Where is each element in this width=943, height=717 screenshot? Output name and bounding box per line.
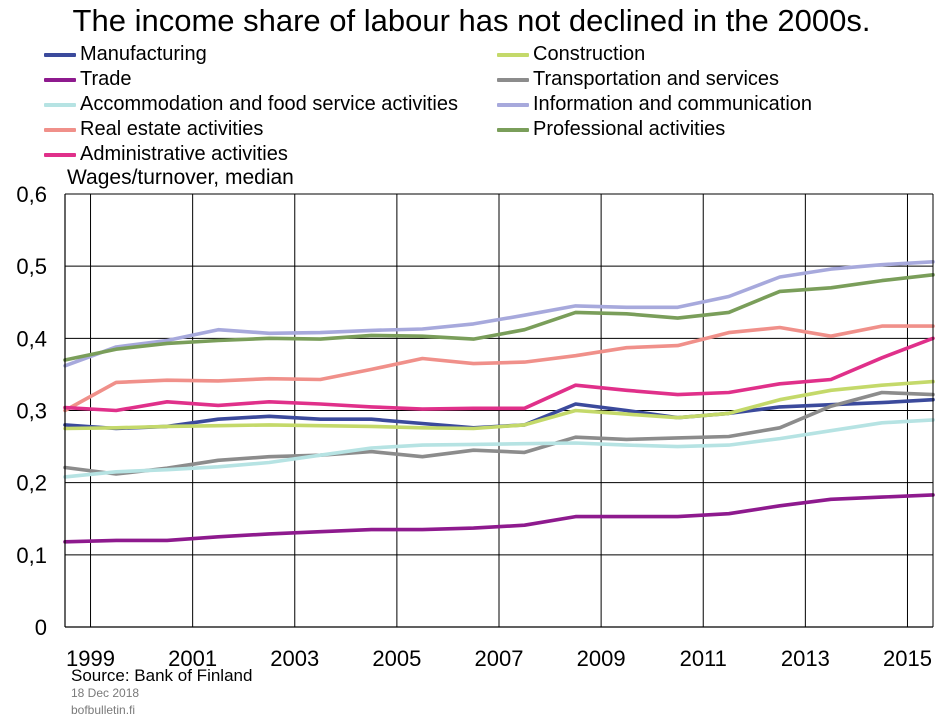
x-tick-label: 2001	[168, 646, 217, 671]
legend-item-accommodation-and-food-service-activities: Accommodation and food service activitie…	[44, 92, 458, 117]
legend-swatch	[497, 52, 529, 57]
legend-swatch	[497, 127, 529, 132]
legend: Manufacturing Construction Trade Transporta…	[0, 42, 943, 170]
series-line-professional-activities	[63, 272, 935, 362]
legend-label: Administrative activities	[80, 143, 288, 165]
y-tick-label: 0,5	[16, 254, 47, 279]
legend-label: Transportation and services	[533, 68, 780, 90]
legend-item-transportation-and-services: Transportation and services	[497, 67, 779, 92]
x-tick-label: 2007	[475, 646, 524, 671]
series-line-real-estate-activities	[63, 324, 935, 413]
legend-item-administrative-activities: Administrative activities	[44, 142, 288, 167]
y-axis-label: Wages/turnover, median	[67, 166, 294, 189]
legend-label: Accommodation and food service activitie…	[80, 93, 458, 115]
x-tick-label: 2003	[270, 646, 319, 671]
legend-label: Information and communication	[533, 93, 813, 115]
series-line-administrative-activities	[63, 336, 935, 413]
legend-swatch	[497, 102, 529, 107]
legend-swatch	[44, 102, 76, 107]
y-tick-label: 0,4	[16, 326, 47, 351]
legend-swatch	[44, 127, 76, 132]
series-line-information-and-communication	[63, 259, 935, 368]
y-tick-label: 0,3	[16, 399, 47, 424]
legend-label: Manufacturing	[80, 43, 207, 65]
x-tick-label: 2013	[781, 646, 830, 671]
chart-title: The income share of labour has not decli…	[72, 3, 871, 38]
x-tick-label: 1999	[66, 646, 115, 671]
legend-item-construction: Construction	[497, 42, 645, 67]
grid	[65, 193, 933, 628]
legend-item-professional-activities: Professional activities	[497, 117, 725, 142]
legend-label: Trade	[80, 68, 132, 90]
series-line-transportation-and-services	[63, 390, 935, 476]
x-tick-label: 2009	[577, 646, 626, 671]
y-tick-labels: 0 0,1 0,2 0,3 0,4 0,5 0,6	[16, 182, 47, 640]
source-note: Source: Bank of Finland	[71, 666, 253, 685]
legend-label: Construction	[533, 43, 646, 65]
legend-item-real-estate-activities: Real estate activities	[44, 117, 263, 142]
legend-item-trade: Trade	[44, 67, 132, 92]
y-tick-label: 0,1	[16, 543, 47, 568]
legend-item-information-and-communication: Information and communication	[497, 92, 812, 117]
x-tick-label: 2015	[883, 646, 932, 671]
site-name: bofbulletin.fi	[71, 703, 136, 717]
x-tick-labels: 1999 2001 2003 2005 2007 2009 2011 2013 2015	[66, 646, 932, 671]
publication-date: 18 Dec 2018	[71, 686, 140, 700]
y-tick-label: 0,6	[16, 182, 47, 207]
series-line-construction	[63, 379, 935, 431]
x-tick-label: 2005	[372, 646, 421, 671]
legend-item-manufacturing: Manufacturing	[44, 42, 207, 67]
series-line-accommodation-and-food-service-activities	[63, 418, 935, 479]
series-lines	[63, 259, 935, 544]
legend-label: Real estate activities	[80, 118, 264, 140]
y-tick-label: 0,2	[16, 471, 47, 496]
x-tick-label: 2011	[680, 646, 727, 671]
legend-swatch	[44, 77, 76, 82]
legend-swatch	[44, 152, 76, 157]
legend-swatch	[497, 77, 529, 82]
series-line-trade	[63, 493, 935, 544]
legend-swatch	[44, 52, 76, 57]
y-tick-label: 0	[35, 615, 47, 640]
axes	[64, 194, 934, 628]
legend-label: Professional activities	[533, 118, 726, 140]
